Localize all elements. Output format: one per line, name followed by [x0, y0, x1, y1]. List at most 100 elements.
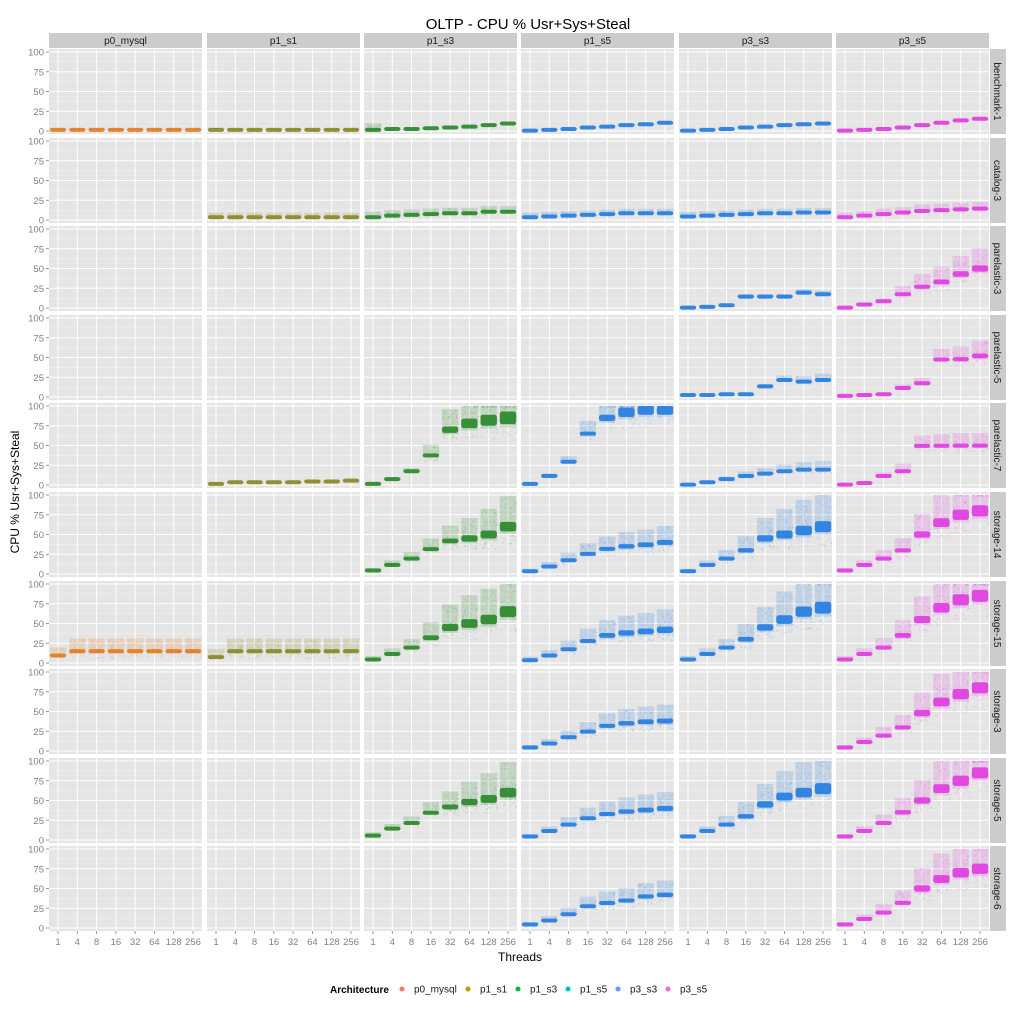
- data-point-128: [481, 531, 497, 539]
- scatter-point: [408, 561, 410, 563]
- scatter-point: [516, 540, 518, 542]
- scatter-point: [470, 437, 472, 439]
- data-point-256: [185, 128, 201, 132]
- scatter-point: [964, 280, 966, 282]
- data-point-16: [108, 649, 124, 653]
- x-tick-label: 128: [953, 937, 969, 948]
- y-tick-label: 25: [33, 373, 44, 384]
- scatter-point: [469, 440, 471, 442]
- panel-storage-14-p0_mysql: [49, 492, 202, 577]
- scatter-point: [173, 655, 175, 657]
- scatter-point: [601, 427, 603, 429]
- scatter-point: [452, 436, 454, 438]
- scatter-point: [381, 214, 383, 216]
- x-tick-label: 8: [881, 937, 886, 948]
- scatter-point: [501, 537, 503, 539]
- scatter-point: [476, 548, 478, 550]
- scatter-point: [650, 420, 652, 422]
- scatter-point: [586, 439, 588, 441]
- scatter-point: [664, 551, 666, 553]
- x-tick-label: 4: [390, 937, 395, 948]
- data-point-128: [638, 122, 654, 126]
- facet-row-label: storage-14: [991, 511, 1002, 559]
- data-point-32: [914, 531, 930, 537]
- scatter-point: [969, 365, 971, 367]
- scatter-point: [425, 216, 427, 218]
- data-point-8: [718, 392, 734, 396]
- scatter-point: [762, 549, 764, 551]
- scatter-point: [915, 214, 917, 216]
- scatter-point: [495, 548, 497, 550]
- data-point-8: [718, 213, 734, 217]
- data-point-128: [953, 510, 969, 520]
- data-point-64: [146, 128, 162, 132]
- scatter-point: [515, 536, 517, 538]
- scatter-point: [502, 435, 504, 437]
- facet-row-strip-catalog-3: catalog-3: [990, 138, 1006, 223]
- scatter-point: [954, 523, 956, 525]
- data-point-64: [618, 544, 634, 548]
- scatter-point: [120, 654, 122, 656]
- panel-parelastic-5-p3_s3: [679, 315, 832, 400]
- scatter-point: [667, 418, 669, 420]
- scatter-point: [819, 538, 821, 540]
- scatter-point: [186, 655, 188, 657]
- scatter-point: [977, 279, 979, 281]
- data-point-4: [384, 563, 400, 567]
- panel-catalog-3-p1_s1: [207, 138, 360, 223]
- scatter-point: [800, 471, 802, 473]
- x-tick-label: 4: [233, 937, 238, 948]
- data-point-8: [560, 460, 576, 464]
- data-point-1: [208, 128, 224, 132]
- scatter-point: [916, 292, 918, 294]
- data-point-4: [541, 474, 557, 478]
- facet-row-label: storage-5: [991, 779, 1002, 822]
- data-point-64: [776, 378, 792, 382]
- scatter-point: [980, 364, 982, 366]
- scatter-point: [647, 422, 649, 424]
- scatter-point: [935, 449, 937, 451]
- scatter-point: [919, 450, 921, 452]
- scatter-point: [981, 451, 983, 453]
- scatter-point: [631, 421, 633, 423]
- data-point-256: [815, 122, 831, 126]
- data-point-256: [815, 468, 831, 472]
- scatter-point: [770, 548, 772, 550]
- scatter-point: [577, 558, 579, 560]
- panel-benchmark-1-p1_s3: [364, 49, 517, 134]
- data-point-64: [933, 358, 949, 362]
- scatter-point: [591, 559, 593, 561]
- scatter-point: [514, 427, 516, 429]
- data-point-128: [953, 207, 969, 211]
- facet-row-strip-parelastic-7: parelastic-7: [990, 403, 1006, 488]
- scatter-point: [103, 656, 105, 658]
- scatter-point: [434, 460, 436, 462]
- scatter-point: [654, 212, 656, 214]
- scatter-point: [934, 450, 936, 452]
- data-point-256: [972, 354, 988, 359]
- scatter-point: [147, 655, 149, 657]
- scatter-point: [436, 459, 438, 461]
- scatter-point: [420, 553, 422, 555]
- panel-storage-6-p1_s1: [207, 846, 360, 931]
- scatter-point: [494, 439, 496, 441]
- y-tick-label: 100: [28, 314, 44, 325]
- y-tick-label: 25: [33, 284, 44, 295]
- data-point-1: [365, 215, 381, 219]
- scatter-point: [484, 541, 486, 543]
- scatter-point: [742, 557, 744, 559]
- x-tick-label: 256: [815, 937, 831, 948]
- scatter-point: [669, 419, 671, 421]
- scatter-point: [458, 547, 460, 549]
- scatter-point: [103, 657, 105, 659]
- scatter-point: [475, 215, 477, 217]
- data-point-32: [442, 125, 458, 129]
- y-axis-label: CPU % Usr+Sys+Steal: [8, 431, 22, 554]
- data-point-32: [914, 209, 930, 213]
- scatter-point: [947, 212, 949, 214]
- panel-storage-6-p0_mysql: [49, 846, 202, 931]
- scatter-point: [450, 439, 452, 441]
- scatter-point: [494, 435, 496, 437]
- scatter-point: [473, 436, 475, 438]
- scatter-point: [426, 552, 428, 554]
